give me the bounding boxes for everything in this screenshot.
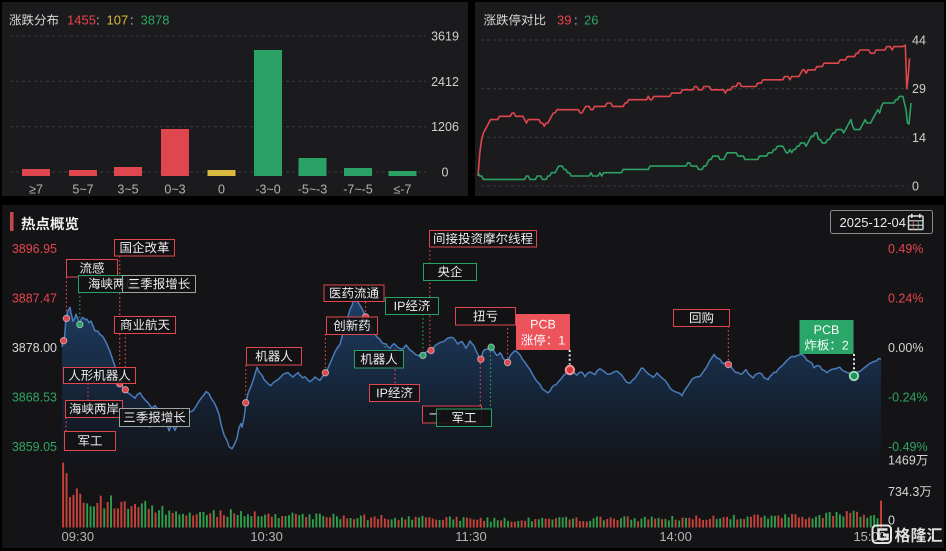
svg-text:1206: 1206 (431, 120, 459, 134)
svg-text:0: 0 (442, 166, 449, 180)
svg-text:0: 0 (218, 183, 225, 197)
svg-text:-3~0: -3~0 (255, 183, 280, 197)
svg-text:≤-7: ≤-7 (394, 183, 412, 197)
svg-text:2412: 2412 (431, 75, 459, 89)
svg-text:5~7: 5~7 (72, 183, 93, 197)
svg-text:0: 0 (912, 180, 919, 194)
svg-text:15:00: 15:00 (853, 529, 886, 544)
svg-text::: : (574, 13, 578, 28)
svg-text:3878.00: 3878.00 (12, 341, 57, 355)
svg-text:14: 14 (912, 131, 926, 145)
svg-text:1455: 1455 (67, 13, 96, 28)
svg-text:3868.53: 3868.53 (12, 390, 57, 404)
svg-text:3~5: 3~5 (117, 183, 138, 197)
svg-text:3859.05: 3859.05 (12, 440, 57, 454)
svg-text:2025-12-04: 2025-12-04 (840, 215, 907, 230)
svg-text:10:30: 10:30 (250, 529, 283, 544)
svg-text::: : (96, 13, 100, 28)
svg-text:-0.49%: -0.49% (888, 440, 928, 454)
svg-text:14:00: 14:00 (659, 529, 692, 544)
svg-text:09:30: 09:30 (62, 529, 95, 544)
svg-text:-5~-3: -5~-3 (298, 183, 328, 197)
svg-text:734.3: 734.3 (888, 485, 919, 499)
svg-text:≥7: ≥7 (29, 183, 43, 197)
svg-text::: : (130, 13, 134, 28)
svg-text:26: 26 (584, 13, 598, 28)
svg-text:11:30: 11:30 (455, 529, 487, 544)
svg-text:29: 29 (912, 82, 926, 96)
svg-text:0.00%: 0.00% (888, 341, 923, 355)
svg-text:107: 107 (107, 13, 129, 28)
svg-text:0: 0 (888, 513, 895, 527)
svg-text:-0.24%: -0.24% (888, 390, 928, 404)
svg-text:44: 44 (912, 34, 926, 48)
svg-text:39: 39 (557, 13, 571, 28)
svg-text:3896.95: 3896.95 (12, 242, 57, 256)
svg-text:0.24%: 0.24% (888, 291, 923, 305)
svg-text:-7~-5: -7~-5 (343, 183, 373, 197)
svg-text:3619: 3619 (431, 30, 459, 44)
svg-text:1469: 1469 (888, 454, 916, 468)
svg-text:0~3: 0~3 (164, 183, 185, 197)
svg-text:0.49%: 0.49% (888, 242, 923, 256)
svg-text:3887.47: 3887.47 (12, 291, 57, 305)
svg-text:3878: 3878 (141, 13, 170, 28)
